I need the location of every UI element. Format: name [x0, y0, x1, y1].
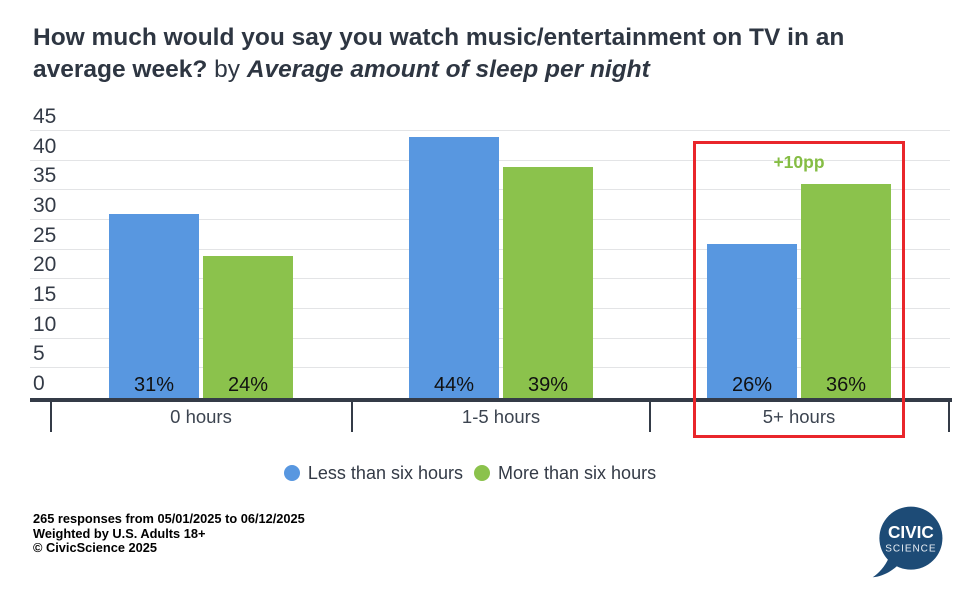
legend-dot-icon-1 [474, 465, 490, 481]
bar-value-label-2-1: 36% [825, 374, 867, 396]
x-axis-category-1: 1-5 hours [461, 406, 541, 427]
y-axis-tick-35: 35 [33, 164, 57, 188]
y-axis-tick-10: 10 [33, 312, 57, 336]
y-axis-tick-0: 0 [33, 372, 45, 395]
x-axis-tick-2 [649, 400, 651, 432]
logo-text-science: SCIENCE [885, 544, 936, 555]
y-axis-tick-45: 45 [33, 105, 57, 128]
legend-label-0: Less than six hours [307, 462, 463, 483]
bar-value-label-0-0: 31% [133, 374, 175, 396]
y-axis-tick-5: 5 [33, 342, 45, 366]
logo-bubble-icon [879, 506, 943, 570]
x-axis-tick-3 [948, 400, 950, 432]
y-axis-tick-40: 40 [33, 134, 57, 158]
legend-item-1: More than six hours [474, 463, 656, 484]
legend-label-1: More than six hours [498, 462, 657, 483]
bar-less-than-six-hours-0 [109, 214, 199, 398]
title-breakdown: Average amount of sleep per night [246, 55, 650, 83]
bar-more-than-six-hours-1 [503, 166, 593, 398]
logo-text-civic: CIVIC [888, 522, 934, 542]
legend-dot-icon-0 [283, 465, 300, 481]
bar-value-label-2-0: 26% [731, 374, 773, 396]
bar-chart-canvas: 0 5 10 15 20 25 30 35 40 45 31% 24% 0 hours 44% 39% 1-5… [30, 105, 952, 438]
chart-legend: Less than six hours More than six hours [0, 461, 953, 485]
highlight-rect [693, 141, 905, 438]
y-axis-tick-25: 25 [33, 223, 57, 247]
gridline-45 [30, 130, 950, 131]
bar-value-label-1-0: 44% [433, 374, 475, 396]
x-axis-tick-0 [50, 400, 52, 432]
bar-less-than-six-hours-1 [409, 136, 499, 398]
x-axis-line [30, 398, 952, 402]
title-connector: by [207, 55, 247, 83]
y-axis-tick-30: 30 [33, 194, 57, 217]
logo-bubble-tail-icon [872, 557, 900, 578]
chart-title: How much would you say you watch music/e… [33, 22, 933, 85]
bar-more-than-six-hours-0 [203, 255, 293, 398]
bar-value-label-0-1: 24% [227, 374, 269, 396]
annotation-plus-10pp: +10pp [773, 152, 825, 172]
footer-weighting: Weighted by U.S. Adults 18+ [33, 525, 206, 541]
footer-responses: 265 responses from 05/01/2025 to 06/12/2… [33, 511, 305, 526]
bar-less-than-six-hours-2 [707, 243, 797, 398]
bar-more-than-six-hours-2 [801, 184, 891, 398]
civicscience-logo: CIVIC SCIENCE [872, 506, 943, 578]
x-axis-category-2: 5+ hours [762, 406, 836, 427]
y-axis-tick-20: 20 [33, 253, 57, 277]
y-axis-tick-15: 15 [33, 283, 57, 306]
bar-value-label-1-1: 39% [527, 374, 569, 396]
x-axis-tick-1 [351, 400, 353, 432]
footer-copyright: © CivicScience 2025 [33, 540, 157, 556]
legend-item-0: Less than six hours [283, 462, 463, 484]
title-question: How much would you say you watch music/e… [33, 24, 852, 83]
chart-footer: 265 responses from 05/01/2025 to 06/12/2… [33, 511, 305, 556]
x-axis-category-0: 0 hours [170, 406, 232, 427]
